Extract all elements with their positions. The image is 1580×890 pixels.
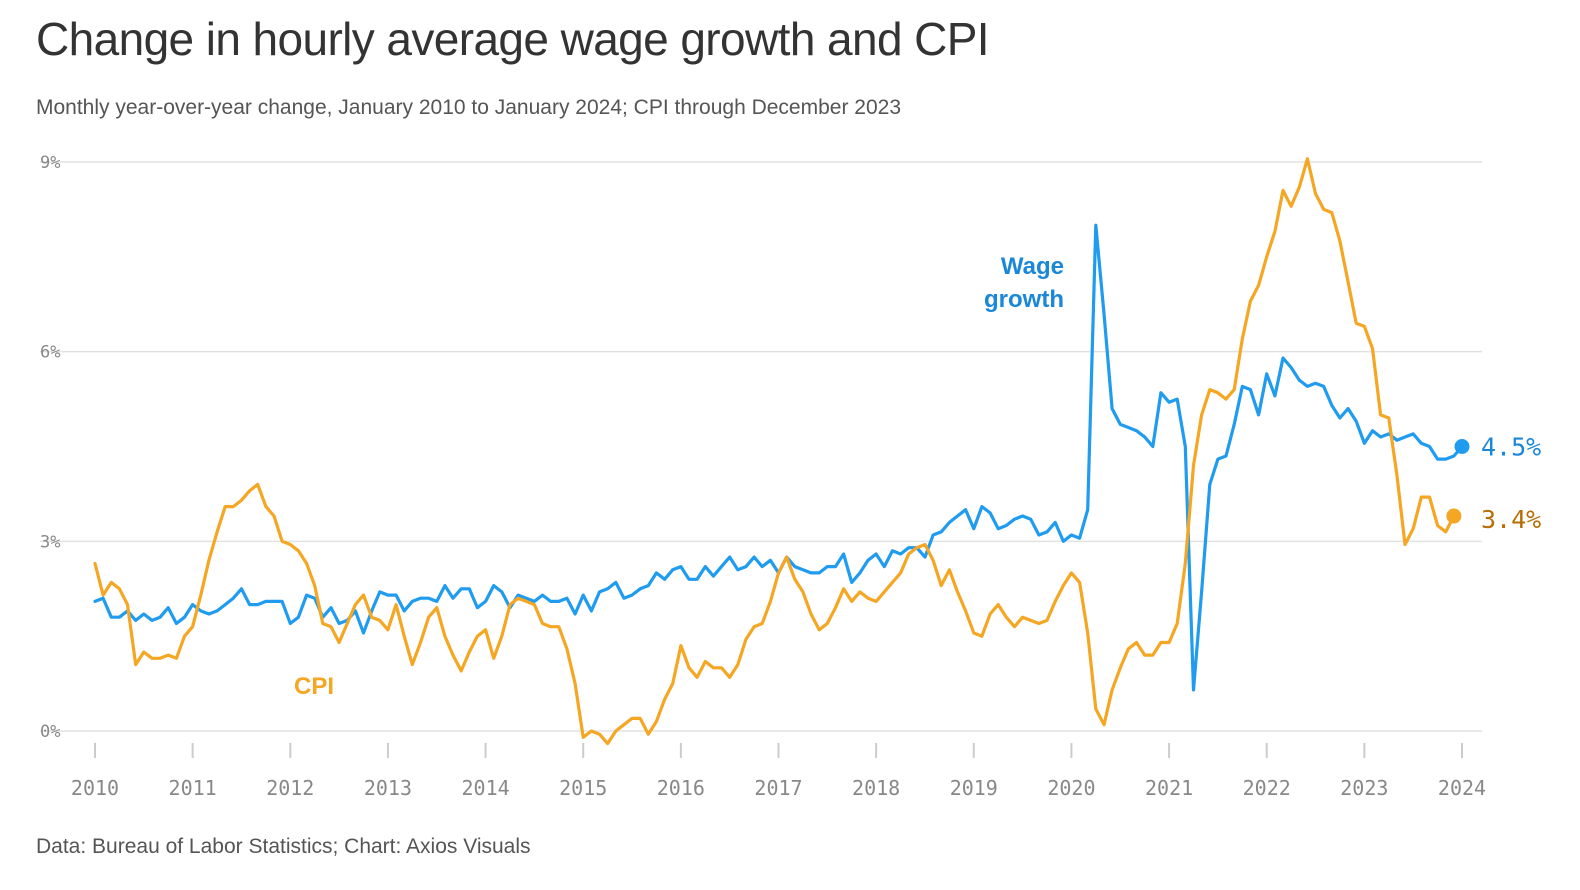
cpi-series-label: CPI xyxy=(294,673,334,700)
x-tick-label: 2013 xyxy=(364,776,412,800)
x-tick-label: 2017 xyxy=(754,776,802,800)
x-tick-label: 2018 xyxy=(852,776,900,800)
wage-growth-line xyxy=(93,223,1464,692)
x-axis-ticks: 2010 2011 2012 2013 2014 2015 2016 2017 2018 2019… xyxy=(71,743,1486,800)
cpi-line xyxy=(93,157,1456,746)
chart-subtitle: Monthly year-over-year change, January 2… xyxy=(36,96,901,119)
wage-series-label: Wage xyxy=(1001,253,1064,280)
x-tick-label: 2020 xyxy=(1047,776,1095,800)
series-labels: 4.5% 3.4% Wage growth CPI xyxy=(294,253,1541,700)
wage-end-marker xyxy=(1454,439,1470,454)
x-tick-label: 2019 xyxy=(950,776,998,800)
wage-end-label: 4.5% xyxy=(1481,433,1541,462)
x-tick-label: 2022 xyxy=(1243,776,1291,800)
y-axis-ticks: 0% 3% 6% 9% xyxy=(40,153,60,742)
x-tick-label: 2014 xyxy=(461,776,509,800)
y-tick-label: 0% xyxy=(40,722,60,742)
x-tick-label: 2016 xyxy=(657,776,705,800)
x-tick-label: 2011 xyxy=(169,776,217,800)
wage-series-label: growth xyxy=(984,286,1064,313)
y-tick-label: 6% xyxy=(40,343,60,363)
x-tick-label: 2024 xyxy=(1438,776,1486,800)
chart-title: Change in hourly average wage growth and… xyxy=(36,13,990,65)
x-tick-label: 2015 xyxy=(559,776,607,800)
x-tick-label: 2021 xyxy=(1145,776,1193,800)
chart-source: Data: Bureau of Labor Statistics; Chart:… xyxy=(36,835,531,858)
y-tick-label: 9% xyxy=(40,153,60,173)
x-tick-label: 2023 xyxy=(1340,776,1388,800)
grid-lines xyxy=(40,161,1482,732)
cpi-end-marker xyxy=(1446,508,1462,524)
y-tick-label: 3% xyxy=(40,532,60,552)
series-lines xyxy=(93,157,1464,746)
x-tick-label: 2010 xyxy=(71,776,119,800)
cpi-end-label: 3.4% xyxy=(1481,505,1541,534)
x-tick-label: 2012 xyxy=(266,776,314,800)
